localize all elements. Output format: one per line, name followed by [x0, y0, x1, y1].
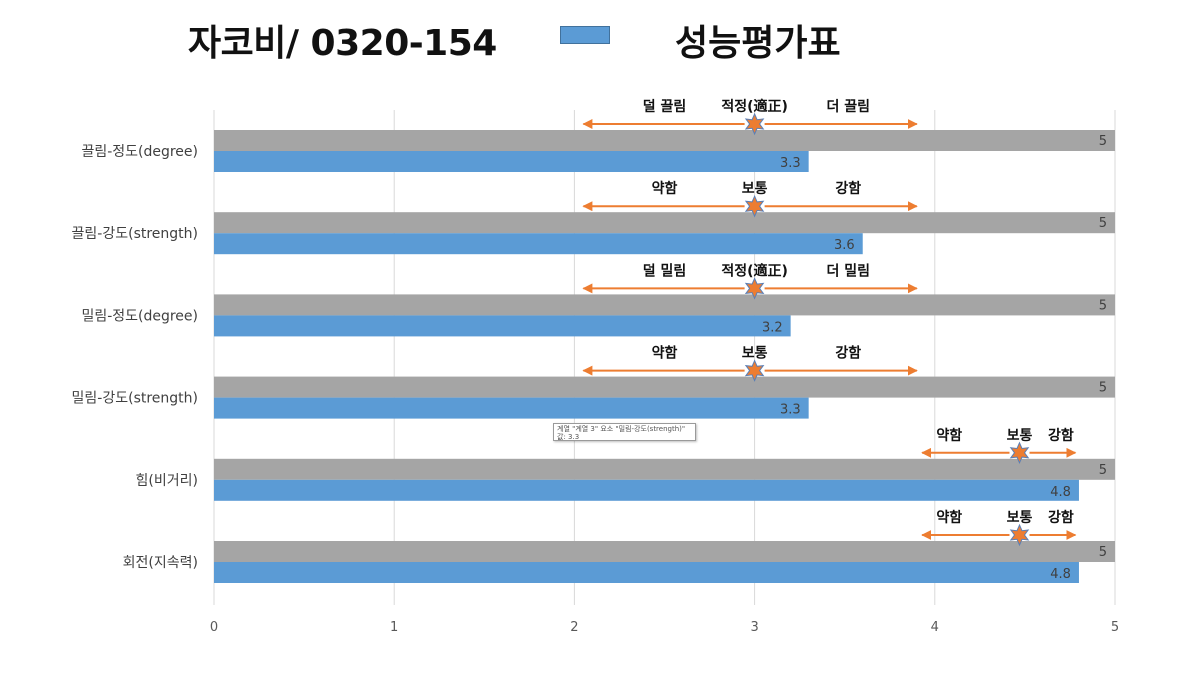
star-marker [744, 277, 765, 300]
data-label: 5 [1099, 298, 1107, 313]
star-marker [744, 359, 765, 382]
data-label: 4.8 [1050, 567, 1071, 582]
bar-blue [214, 151, 809, 172]
bar-blue [214, 233, 863, 255]
x-tick-label: 2 [570, 620, 578, 635]
annotation-mid-label: 적정(適正) [721, 262, 788, 279]
bar-gray [214, 376, 1115, 398]
category-label: 힘(비거리) [136, 473, 198, 489]
annotation-left-label: 약함 [652, 345, 678, 362]
tooltip-line-2: 값: 3.3 [557, 433, 580, 441]
annotation-mid-label: 적정(適正) [721, 98, 788, 115]
tooltip-line-1: 계열 "계열 3" 요소 "밀림-강도(strength)" [557, 425, 686, 433]
star-marker [744, 112, 765, 136]
data-label: 3.2 [762, 320, 783, 335]
annotation-right-label: 강함 [1048, 509, 1074, 526]
legend-swatch [560, 26, 610, 44]
annotation-left-label: 약함 [652, 180, 678, 197]
data-label: 5 [1099, 216, 1107, 231]
bars [214, 130, 1115, 583]
chart-title: 자코비/ 0320-154 [188, 23, 497, 64]
annotation-left-label: 덜 끌림 [643, 99, 687, 115]
legend-label: 성능평가표 [675, 23, 841, 64]
bar-gray [214, 294, 1115, 316]
x-tick-label: 3 [750, 620, 758, 635]
annotation-left-label: 약함 [936, 427, 962, 444]
annotation-right-label: 강함 [1048, 427, 1074, 444]
x-tick-label: 1 [390, 620, 398, 635]
data-label: 5 [1099, 463, 1107, 478]
data-label: 3.3 [780, 156, 801, 171]
data-label: 5 [1099, 545, 1107, 560]
annotation-right-label: 더 밀림 [827, 263, 871, 279]
data-label: 3.3 [780, 403, 801, 418]
gridlines [213, 110, 1116, 605]
bar-blue [214, 562, 1079, 583]
x-tick-label: 4 [931, 620, 939, 635]
bar-gray [214, 130, 1115, 151]
bar-gray [214, 541, 1115, 562]
star-marker [1009, 441, 1030, 465]
annotation-right-label: 강함 [835, 345, 861, 362]
category-label: 밀림-정도(degree) [81, 308, 198, 324]
category-label: 회전(지속력) [123, 555, 198, 571]
data-label: 3.6 [834, 238, 855, 253]
bar-gray [214, 458, 1115, 480]
annotation-mid-label: 보통 [1007, 428, 1033, 444]
annotation-left-label: 덜 밀림 [643, 263, 687, 279]
star-marker [1009, 523, 1030, 547]
annotation-left-label: 약함 [936, 509, 962, 526]
category-label: 밀림-강도(strength) [72, 391, 198, 407]
bar-blue [214, 315, 791, 337]
chart-tooltip: 계열 "계열 3" 요소 "밀림-강도(strength)" 값: 3.3 [553, 423, 696, 441]
category-label: 끌림-강도(strength) [72, 226, 198, 242]
category-label: 끌림-정도(degree) [81, 144, 198, 160]
labels: 0 1 2 3 4 5 5 3.3 끌림-정도(degree) 5 3.6 끌림-강도(strengt… [72, 134, 1120, 635]
annotation-mid-label: 보통 [742, 346, 768, 362]
annotation-mid-label: 보통 [742, 181, 768, 197]
bar-gray [214, 212, 1115, 234]
bar-blue [214, 479, 1079, 501]
bar-blue [214, 397, 809, 419]
star-marker [744, 194, 765, 218]
data-label: 5 [1099, 381, 1107, 396]
annotation-right-label: 더 끌림 [827, 99, 871, 115]
annotation-right-label: 강함 [835, 180, 861, 197]
annotation-mid-label: 보통 [1007, 510, 1033, 526]
data-label: 5 [1099, 134, 1107, 149]
x-tick-label: 0 [210, 620, 218, 635]
x-tick-label: 5 [1111, 620, 1119, 635]
data-label: 4.8 [1050, 485, 1071, 500]
